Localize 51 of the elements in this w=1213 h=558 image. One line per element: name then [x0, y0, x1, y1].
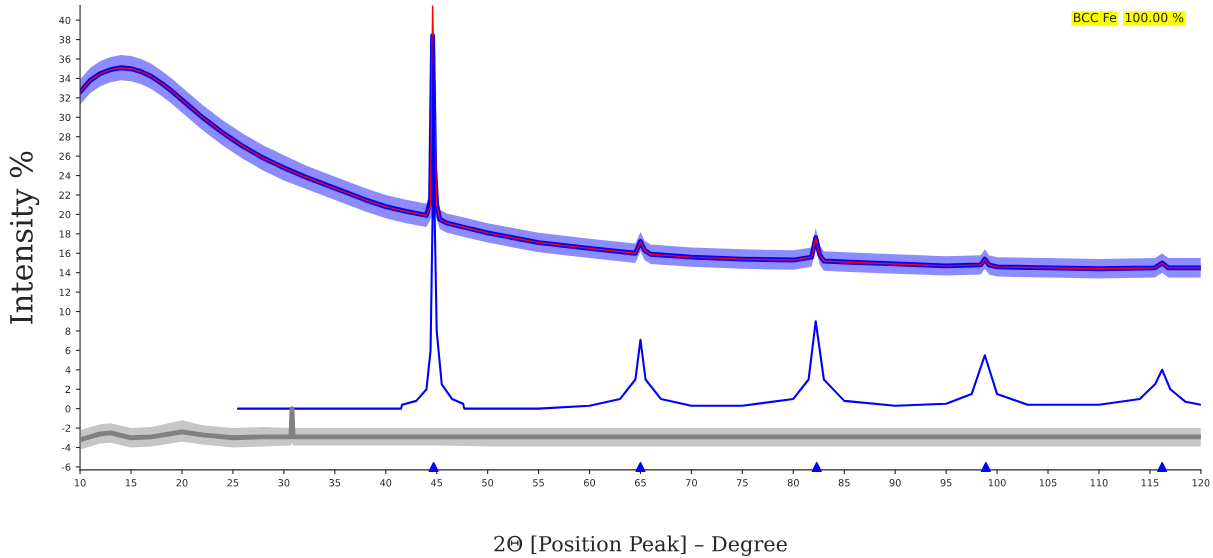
y-tick-label: 0 — [65, 405, 71, 413]
x-axis-title: 2Θ [Position Peak] – Degree — [494, 535, 787, 556]
y-axis-title: Intensity % — [9, 151, 40, 324]
y-tick-label: 16 — [59, 249, 71, 258]
y-tick-label: -6 — [61, 463, 71, 471]
y-tick-label: 32 — [59, 94, 71, 102]
x-tick-label: 60 — [584, 479, 596, 487]
y-tick-label: 30 — [59, 113, 71, 122]
x-tick-label: 25 — [227, 479, 239, 487]
x-tick-label: 15 — [125, 479, 137, 487]
x-tick-label: 120 — [1192, 479, 1210, 487]
y-tick-label: 40 — [59, 16, 71, 24]
y-tick-label: 4 — [65, 366, 71, 374]
x-tick-label: 55 — [533, 479, 544, 487]
y-tick-label: -2 — [61, 424, 71, 432]
x-tick-label: 90 — [889, 479, 901, 487]
x-tick-label: 65 — [634, 479, 646, 487]
annotation: 100.00 % — [1125, 12, 1184, 23]
x-tick-label: 85 — [838, 479, 850, 487]
x-tick-label: 95 — [940, 479, 952, 487]
y-tick-label: 22 — [59, 191, 71, 199]
x-tick-label: 80 — [787, 479, 799, 487]
y-tick-label: 12 — [59, 288, 71, 296]
y-tick-label: 36 — [59, 55, 71, 63]
y-tick-label: 10 — [59, 308, 71, 316]
y-tick-label: 26 — [59, 152, 71, 160]
y-tick-label: -4 — [61, 444, 71, 452]
y-tick-label: 38 — [59, 36, 71, 44]
x-tick-label: 115 — [1141, 479, 1159, 487]
x-tick-label: 50 — [482, 479, 494, 487]
y-tick-label: 18 — [59, 230, 71, 238]
y-tick-label: 28 — [59, 133, 71, 141]
x-tick-label: 30 — [278, 479, 290, 487]
x-tick-label: 75 — [736, 479, 748, 487]
y-tick-label: 6 — [65, 346, 71, 355]
x-tick-label: 100 — [988, 479, 1006, 487]
x-tick-label: 40 — [380, 479, 392, 487]
x-tick-label: 105 — [1039, 479, 1057, 487]
y-tick-label: 20 — [59, 210, 71, 219]
y-tick-label: 24 — [59, 172, 71, 180]
x-tick-label: 20 — [176, 479, 188, 487]
y-tick-label: 14 — [59, 269, 71, 277]
x-tick-label: 110 — [1090, 479, 1108, 487]
y-tick-label: 8 — [65, 327, 71, 335]
x-tick-label: 35 — [329, 479, 341, 487]
x-tick-label: 45 — [430, 479, 443, 487]
annotation: BCC Fe — [1074, 12, 1117, 23]
y-tick-label: 2 — [65, 385, 71, 393]
y-tick-label: 34 — [59, 74, 71, 83]
x-tick-label: 10 — [74, 479, 86, 487]
x-tick-label: 70 — [686, 479, 697, 487]
